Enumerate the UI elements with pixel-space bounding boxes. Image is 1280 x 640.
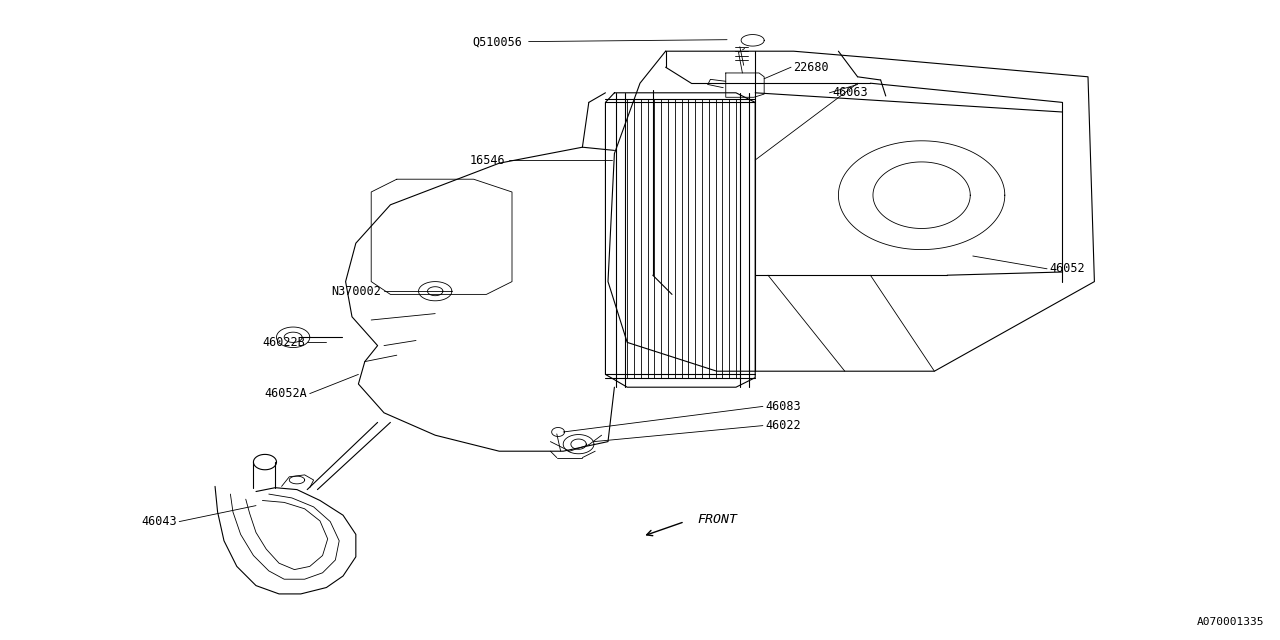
Text: 46043: 46043	[141, 515, 177, 528]
Text: A070001335: A070001335	[1197, 617, 1265, 627]
Text: 46052: 46052	[1050, 262, 1085, 275]
Text: 46052A: 46052A	[265, 387, 307, 400]
Text: Q510056: Q510056	[472, 35, 522, 48]
Text: 22680: 22680	[794, 61, 829, 74]
Text: 46083: 46083	[765, 400, 801, 413]
Text: 46063: 46063	[832, 86, 868, 99]
Text: 46022: 46022	[765, 419, 801, 432]
Text: N370002: N370002	[332, 285, 381, 298]
Text: 46022B: 46022B	[262, 336, 305, 349]
Text: 16546: 16546	[470, 154, 506, 166]
Text: FRONT: FRONT	[698, 513, 737, 526]
